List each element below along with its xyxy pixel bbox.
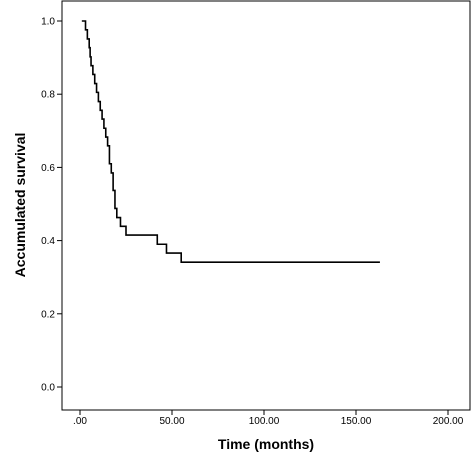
survival-step-line [81,20,380,263]
x-tick-label: 100.00 [249,416,280,427]
x-tick-label: 150.00 [341,416,372,427]
y-tick-label: 0.8 [41,90,55,101]
series-layer [81,20,380,263]
y-tick-label: 1.0 [41,17,55,28]
x-axis-ticks: .00 50.00 100.00 150.00 200.00 [73,410,464,427]
x-tick-label: 50.00 [159,416,184,427]
y-tick-label: 0.6 [41,163,55,174]
y-tick-label: 0.4 [41,236,55,247]
x-axis-title: Time (months) [218,436,314,452]
y-axis-title: Accumulated survival [12,133,28,278]
x-tick-label: 200.00 [433,416,464,427]
y-axis-ticks: 0.0 0.2 0.4 0.6 0.8 1.0 [41,17,62,394]
plot-frame [61,0,471,411]
y-tick-label: 0.2 [41,309,55,320]
y-tick-label: 0.0 [41,383,55,394]
x-tick-label: .00 [73,416,87,427]
